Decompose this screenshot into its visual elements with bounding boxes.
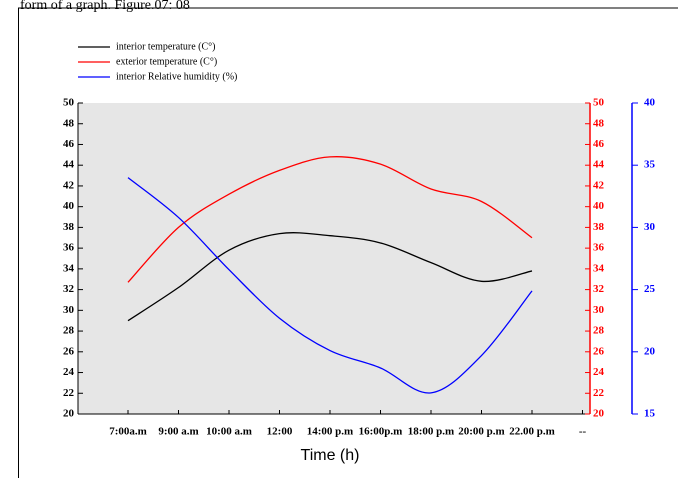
y2-tick-label: 44 xyxy=(593,159,605,171)
x-tick-label: 14:00 p.m xyxy=(307,426,353,438)
y-tick-label: 42 xyxy=(63,179,75,191)
y-tick-label: 32 xyxy=(63,283,75,295)
legend-label: interior Relative humidity (%) xyxy=(116,71,237,82)
x-tick-label: 16:00p.m xyxy=(359,426,403,438)
y3-tick-label: 15 xyxy=(644,408,656,420)
legend-label: interior temperature (C°) xyxy=(116,41,216,52)
x-tick-label: 20:00 p.m xyxy=(458,426,504,438)
y2-tick-label: 38 xyxy=(593,221,605,233)
y-tick-label: 24 xyxy=(63,366,75,378)
y2-tick-label: 46 xyxy=(593,138,605,150)
y2-tick-label: 42 xyxy=(593,179,605,191)
y3-tick-label: 20 xyxy=(644,345,656,357)
y-tick-label: 28 xyxy=(63,325,75,337)
y3-tick-label: 30 xyxy=(644,221,656,233)
y2-tick-label: 30 xyxy=(593,304,605,316)
y-tick-label: 46 xyxy=(63,138,75,150)
y-tick-label: 26 xyxy=(63,345,75,357)
x-tick-label: 18:00 p.m xyxy=(408,426,454,438)
plot-area xyxy=(78,103,590,414)
y-tick-label: 20 xyxy=(63,408,75,420)
x-tick-label: -- xyxy=(579,426,587,438)
y-tick-label: 38 xyxy=(63,221,75,233)
series-line xyxy=(127,232,533,322)
x-tick-label: 12:00 xyxy=(267,426,293,438)
y2-tick-label: 34 xyxy=(593,262,605,274)
y2-tick-label: 20 xyxy=(593,408,605,420)
y-tick-label: 40 xyxy=(63,200,75,212)
x-axis-label: Time (h) xyxy=(301,447,360,464)
y-tick-label: 44 xyxy=(63,159,75,171)
y2-tick-label: 48 xyxy=(593,117,605,129)
y2-tick-label: 22 xyxy=(593,387,605,399)
series-line xyxy=(127,177,533,394)
y-tick-label: 22 xyxy=(63,387,75,399)
y-tick-label: 36 xyxy=(63,242,75,254)
y2-tick-label: 28 xyxy=(593,325,605,337)
legend-label: exterior temperature (C°) xyxy=(116,56,217,67)
x-tick-label: 7:00a.m xyxy=(109,426,147,438)
y2-tick-label: 24 xyxy=(593,366,605,378)
y-tick-label: 30 xyxy=(63,304,75,316)
y2-tick-label: 36 xyxy=(593,242,605,254)
y-tick-label: 50 xyxy=(63,97,75,109)
x-tick-label: 22.00 p.m xyxy=(509,426,555,438)
y3-tick-label: 35 xyxy=(644,159,656,171)
y2-tick-label: 32 xyxy=(593,283,605,295)
y-tick-label: 48 xyxy=(63,117,75,129)
x-tick-label: 10:00 a.m xyxy=(206,426,252,438)
y-tick-label: 34 xyxy=(63,262,75,274)
y2-tick-label: 50 xyxy=(593,97,605,109)
caption: form of a graph. Figure.07: 08 xyxy=(20,0,190,13)
frame xyxy=(18,7,678,478)
y3-tick-label: 40 xyxy=(644,97,656,109)
y2-tick-label: 26 xyxy=(593,345,605,357)
x-tick-label: 9:00 a.m xyxy=(158,426,198,438)
y3-tick-label: 25 xyxy=(644,283,656,295)
series-line xyxy=(127,156,533,283)
y2-tick-label: 40 xyxy=(593,200,605,212)
